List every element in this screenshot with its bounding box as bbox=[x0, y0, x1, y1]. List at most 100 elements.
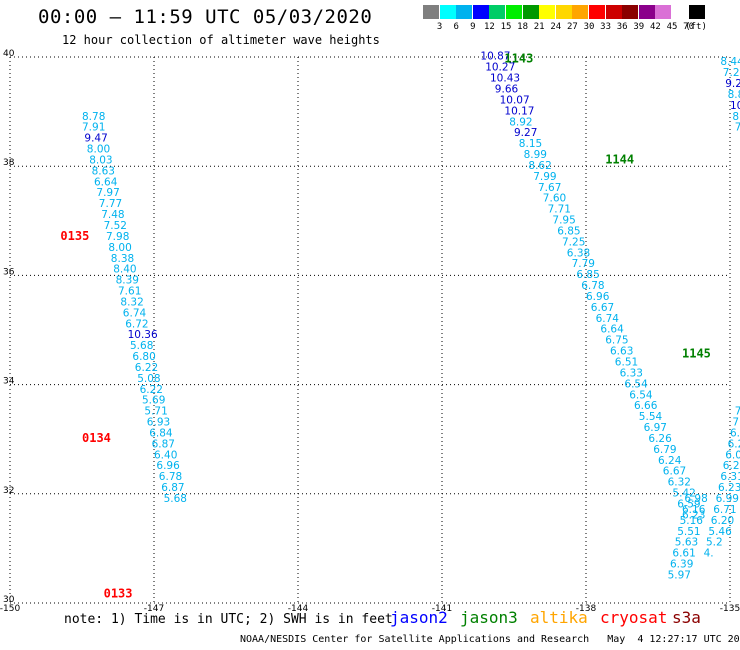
legend-swatch bbox=[622, 5, 639, 19]
data-point-label: 5.16 bbox=[680, 515, 704, 527]
data-point-label: 8.44 bbox=[720, 56, 740, 68]
credit-line: NOAA/NESDIS Center for Satellite Applica… bbox=[240, 634, 740, 645]
satellite-jason3: jason3 bbox=[460, 608, 518, 627]
legend-tick-label: 30 bbox=[583, 22, 595, 32]
data-point-label: 7.25 bbox=[732, 417, 740, 429]
legend-swatch bbox=[489, 5, 506, 19]
data-point-label: 7.3 bbox=[735, 406, 740, 418]
data-point-label: 6.23 bbox=[718, 482, 740, 494]
pass-label: 1145 bbox=[682, 346, 711, 360]
legend-swatch bbox=[439, 5, 456, 19]
legend-tick-label: 39 bbox=[633, 22, 645, 32]
data-point-label: 6.16 bbox=[682, 504, 706, 516]
legend-swatch bbox=[522, 5, 539, 19]
data-point-label: 6.54 bbox=[624, 378, 648, 390]
data-point-label: 6.85 bbox=[557, 225, 580, 237]
pass-label: 0134 bbox=[82, 431, 111, 445]
y-tick-label: 30 bbox=[3, 595, 15, 605]
data-point-label: 6.78 bbox=[581, 280, 604, 292]
data-point-label: 7.25 bbox=[562, 236, 585, 248]
data-point-label: 7.67 bbox=[538, 182, 561, 194]
data-point-label: 8.92 bbox=[509, 116, 532, 128]
data-point-label: 6.79 bbox=[653, 444, 676, 456]
legend-swatch bbox=[555, 5, 572, 19]
data-point-label: 6.61 bbox=[672, 548, 695, 560]
data-point-label: 10.43 bbox=[490, 73, 520, 85]
data-point-label: 6.24 bbox=[658, 455, 682, 467]
y-tick-label: 34 bbox=[3, 377, 15, 387]
data-point-label: 7.61 bbox=[118, 286, 141, 298]
data-point-label: 9.28 bbox=[725, 78, 740, 90]
data-point-label: 8.78 bbox=[82, 111, 105, 123]
data-point-label: 5.42 bbox=[672, 488, 695, 500]
data-point-label: 6.80 bbox=[132, 351, 155, 363]
data-point-label: 8.03 bbox=[89, 154, 112, 166]
data-point-label: 10.42 bbox=[730, 100, 740, 112]
x-tick-label: -135 bbox=[720, 604, 740, 614]
data-point-label: 7.48 bbox=[101, 209, 124, 221]
data-point-label: 5.68 bbox=[164, 493, 187, 505]
data-point-label: 6.40 bbox=[154, 449, 177, 461]
chart-subtitle: 12 hour collection of altimeter wave hei… bbox=[62, 33, 380, 47]
data-point-label: 6.54 bbox=[629, 389, 653, 401]
data-point-label: 10.17 bbox=[504, 105, 534, 117]
data-point-label: 7.27 bbox=[723, 67, 740, 79]
data-point-label: 5.68 bbox=[130, 340, 153, 352]
data-point-label: 5.71 bbox=[144, 406, 167, 418]
data-point-label: 7.5 bbox=[735, 122, 740, 134]
data-point-label: 6.31 bbox=[720, 471, 740, 483]
data-point-label: 8.99 bbox=[524, 149, 547, 161]
legend-swatch bbox=[688, 5, 705, 19]
data-point-label: 7.77 bbox=[99, 198, 122, 210]
data-point-label: 6.84 bbox=[149, 427, 173, 439]
data-point-label: 6.98 bbox=[684, 493, 707, 505]
data-point-label: 8.15 bbox=[519, 138, 542, 150]
data-point-label: 6.26 bbox=[648, 433, 672, 445]
legend-swatch bbox=[589, 5, 605, 19]
legend-swatch bbox=[672, 5, 688, 19]
data-point-label: 8.63 bbox=[92, 165, 115, 177]
data-point-label: 6.97 bbox=[644, 422, 667, 434]
data-point-label: 6.87 bbox=[161, 482, 184, 494]
data-point-label: 6.27 bbox=[728, 438, 740, 450]
data-point-label: 6.33 bbox=[620, 367, 643, 379]
legend-tick-label: 70 bbox=[683, 22, 695, 32]
data-point-label: 5.97 bbox=[668, 569, 691, 581]
data-point-label: 6.38 bbox=[567, 247, 590, 259]
data-point-label: 10.36 bbox=[128, 329, 158, 341]
data-point-label: 6.67 bbox=[591, 302, 614, 314]
y-tick-label: 40 bbox=[3, 49, 15, 59]
y-tick-label: 38 bbox=[3, 158, 15, 168]
legend-tick-label: 27 bbox=[566, 22, 578, 32]
legend-tick-label: 9 bbox=[470, 22, 476, 32]
data-point-label: 7.98 bbox=[106, 231, 129, 243]
data-point-label: 7.97 bbox=[96, 187, 119, 199]
data-point-label: 6.74 bbox=[123, 307, 147, 319]
pass-label: 1144 bbox=[605, 152, 634, 166]
data-point-label: 8.32 bbox=[120, 296, 143, 308]
data-point-label: 6.71 bbox=[713, 504, 736, 516]
data-point-label: 6.85 bbox=[576, 269, 599, 281]
legend-tick-label: 15 bbox=[500, 22, 512, 32]
legend-swatch bbox=[638, 5, 655, 19]
legend-swatch bbox=[456, 5, 473, 19]
data-point-label: 5.08 bbox=[137, 373, 160, 385]
legend-tick-label: 12 bbox=[483, 22, 495, 32]
data-point-label: 6.22 bbox=[135, 362, 158, 374]
data-point-label: 7.95 bbox=[552, 215, 575, 227]
data-point-label: 8.85 bbox=[728, 89, 740, 101]
legend-tick-label: 18 bbox=[517, 22, 529, 32]
data-point-label: 10.87 bbox=[480, 51, 510, 63]
chart-title: 00:00 – 11:59 UTC 05/03/2020 bbox=[38, 6, 373, 28]
data-point-label: 5.2 bbox=[706, 537, 723, 549]
legend-tick-label: 3 bbox=[436, 22, 443, 32]
legend-tick-label: 24 bbox=[550, 22, 562, 32]
data-point-label: 6.99 bbox=[716, 493, 739, 505]
data-point-label: 8.00 bbox=[108, 242, 131, 254]
legend-tick-label: 45 bbox=[666, 22, 678, 32]
satellite-altika: altika bbox=[530, 608, 588, 627]
legend-unit: (ft) bbox=[685, 22, 707, 32]
legend-tick-label: 6 bbox=[453, 22, 459, 32]
legend-swatch bbox=[472, 5, 489, 19]
data-point-label: 9.27 bbox=[514, 127, 537, 139]
